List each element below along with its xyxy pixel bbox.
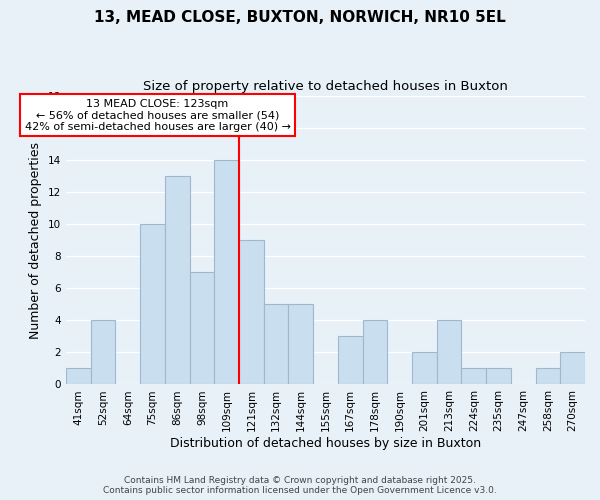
Bar [91, 320, 115, 384]
Bar [536, 368, 560, 384]
X-axis label: Distribution of detached houses by size in Buxton: Distribution of detached houses by size … [170, 437, 481, 450]
Bar [140, 224, 165, 384]
Bar [66, 368, 91, 384]
Text: 13, MEAD CLOSE, BUXTON, NORWICH, NR10 5EL: 13, MEAD CLOSE, BUXTON, NORWICH, NR10 5E… [94, 10, 506, 25]
Bar [486, 368, 511, 384]
Bar [190, 272, 214, 384]
Bar [338, 336, 362, 384]
Text: 13 MEAD CLOSE: 123sqm
← 56% of detached houses are smaller (54)
42% of semi-deta: 13 MEAD CLOSE: 123sqm ← 56% of detached … [25, 99, 290, 132]
Bar [165, 176, 190, 384]
Bar [264, 304, 289, 384]
Bar [239, 240, 264, 384]
Bar [560, 352, 585, 384]
Y-axis label: Number of detached properties: Number of detached properties [29, 142, 43, 338]
Text: Contains HM Land Registry data © Crown copyright and database right 2025.
Contai: Contains HM Land Registry data © Crown c… [103, 476, 497, 495]
Title: Size of property relative to detached houses in Buxton: Size of property relative to detached ho… [143, 80, 508, 93]
Bar [289, 304, 313, 384]
Bar [461, 368, 486, 384]
Bar [437, 320, 461, 384]
Bar [362, 320, 388, 384]
Bar [214, 160, 239, 384]
Bar [412, 352, 437, 384]
